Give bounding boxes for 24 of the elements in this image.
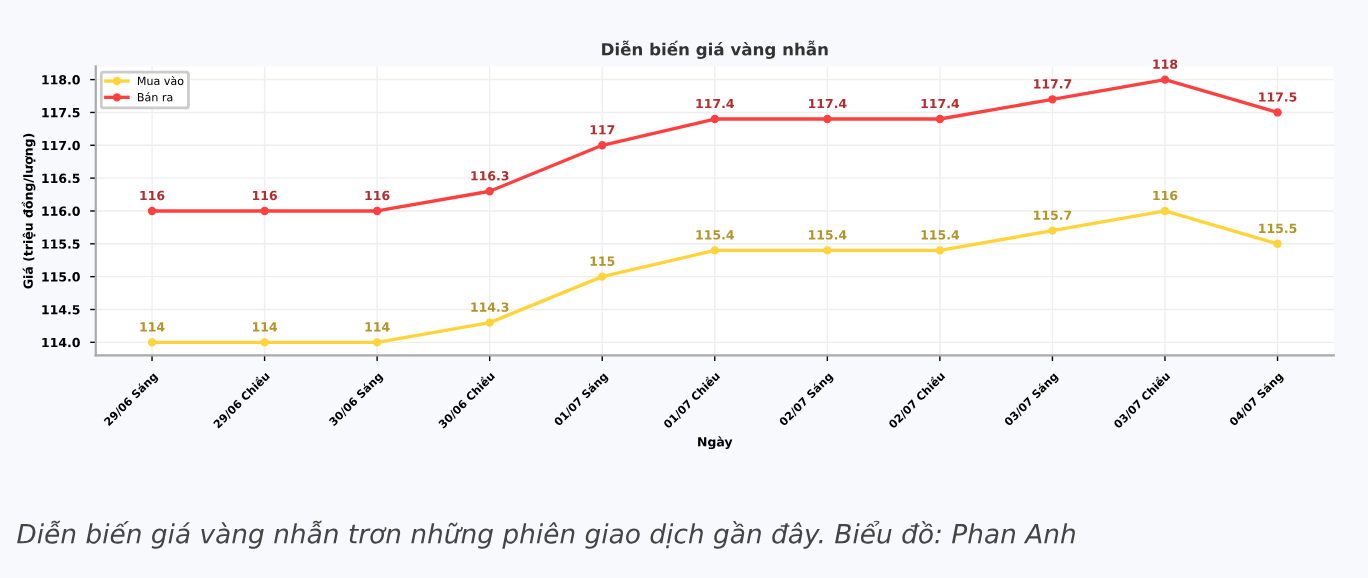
point <box>823 246 832 255</box>
point <box>1160 75 1170 84</box>
point <box>935 114 945 124</box>
point <box>598 272 607 281</box>
point <box>710 246 719 255</box>
point <box>1273 239 1282 248</box>
point <box>260 338 269 347</box>
text: Diễn biến giá vàng nhẫn trơn những phiên giao dịch gần đây. Biểu đồ: Phan Anh <box>17 520 1075 549</box>
point <box>1048 226 1057 235</box>
point <box>710 114 719 124</box>
point <box>823 114 832 124</box>
point <box>147 338 157 347</box>
point <box>485 318 494 327</box>
point <box>372 338 382 347</box>
point <box>372 206 382 216</box>
point <box>935 246 945 255</box>
point <box>260 206 269 216</box>
point <box>485 187 494 196</box>
point <box>598 141 607 150</box>
point <box>147 206 157 216</box>
point <box>1160 206 1170 216</box>
point <box>1048 95 1057 104</box>
point <box>1273 108 1282 117</box>
chart-title: Diễn biến giá vàng nhẫn <box>602 40 828 59</box>
